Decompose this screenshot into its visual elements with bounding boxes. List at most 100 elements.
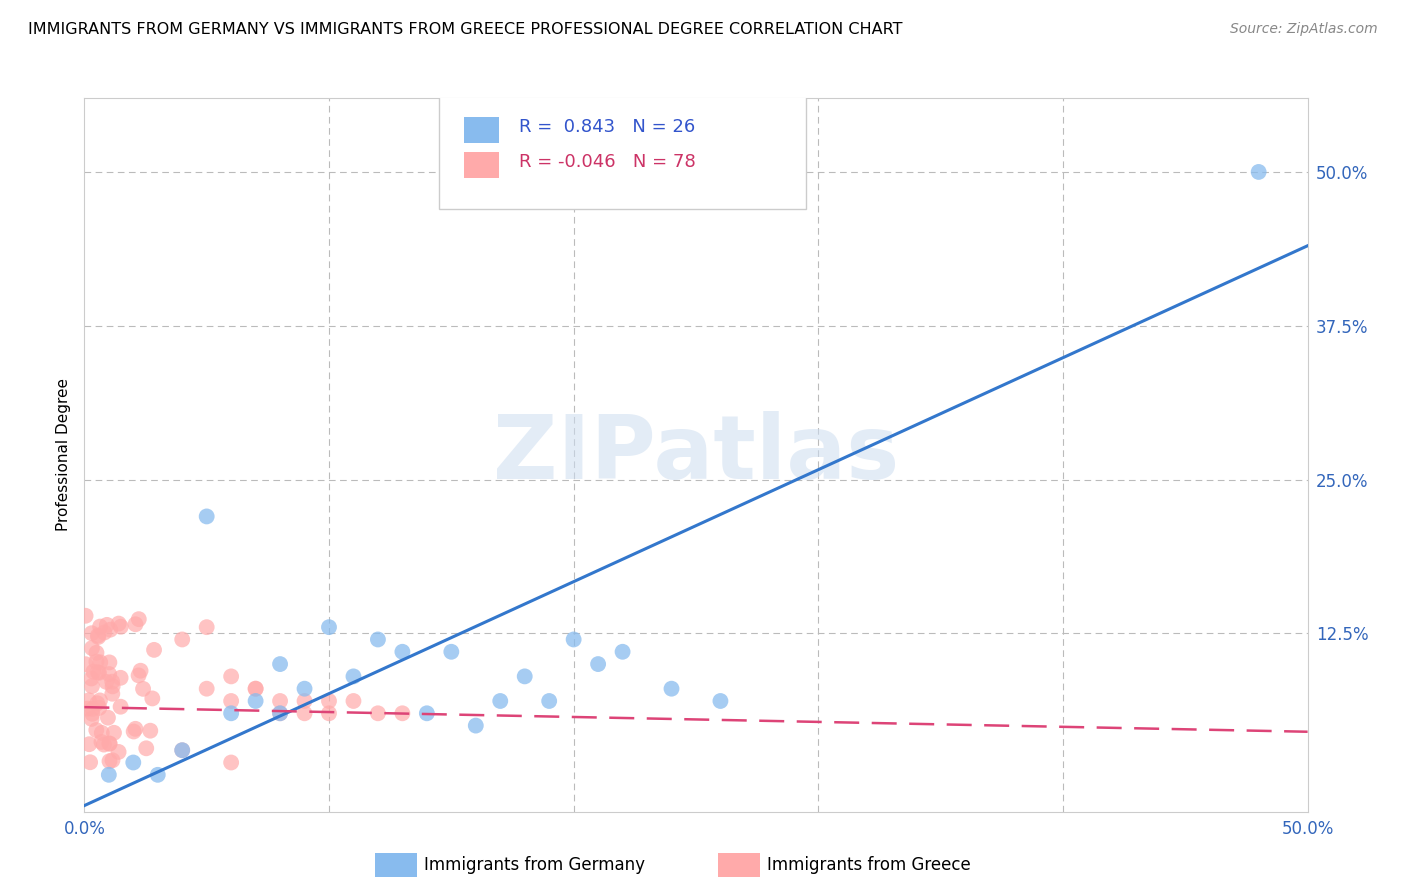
Point	[135, 741, 157, 756]
Point	[75, 657, 97, 672]
Point	[110, 620, 132, 634]
Point	[318, 706, 340, 721]
Point	[219, 694, 242, 708]
Point	[129, 664, 152, 678]
Point	[219, 669, 242, 683]
Point	[342, 669, 364, 683]
Point	[269, 706, 291, 721]
FancyBboxPatch shape	[718, 853, 759, 878]
Text: R = -0.046   N = 78: R = -0.046 N = 78	[519, 153, 696, 171]
Point	[294, 706, 316, 721]
Text: Immigrants from Germany: Immigrants from Germany	[425, 856, 645, 874]
Point	[245, 681, 267, 696]
Text: ZIPatlas: ZIPatlas	[494, 411, 898, 499]
Point	[172, 632, 194, 647]
Point	[464, 718, 486, 732]
Point	[84, 723, 107, 737]
Point	[80, 679, 103, 693]
Point	[122, 724, 145, 739]
Point	[77, 693, 100, 707]
Point	[101, 753, 124, 767]
Point	[269, 657, 291, 671]
Point	[132, 681, 155, 696]
Point	[96, 618, 118, 632]
Point	[146, 768, 169, 782]
Point	[87, 630, 110, 644]
Point	[77, 737, 100, 751]
Point	[538, 694, 561, 708]
Point	[86, 696, 108, 710]
Point	[89, 693, 111, 707]
Point	[245, 694, 267, 708]
Point	[98, 623, 121, 637]
Point	[93, 738, 115, 752]
Point	[562, 632, 585, 647]
Text: Source: ZipAtlas.com: Source: ZipAtlas.com	[1230, 22, 1378, 37]
Point	[124, 617, 146, 632]
Text: IMMIGRANTS FROM GERMANY VS IMMIGRANTS FROM GREECE PROFESSIONAL DEGREE CORRELATIO: IMMIGRANTS FROM GERMANY VS IMMIGRANTS FR…	[28, 22, 903, 37]
Point	[489, 694, 512, 708]
Point	[76, 701, 98, 715]
Point	[391, 706, 413, 721]
Point	[128, 612, 150, 626]
Point	[98, 667, 121, 681]
FancyBboxPatch shape	[464, 117, 499, 143]
Point	[98, 737, 121, 751]
Point	[103, 725, 125, 739]
Point	[75, 608, 97, 623]
Point	[172, 743, 194, 757]
Point	[90, 726, 112, 740]
Point	[98, 656, 121, 670]
Point	[1247, 165, 1270, 179]
Point	[80, 626, 103, 640]
FancyBboxPatch shape	[375, 853, 418, 878]
Point	[82, 706, 104, 721]
Y-axis label: Professional Degree: Professional Degree	[56, 378, 72, 532]
Point	[107, 616, 129, 631]
Point	[586, 657, 609, 671]
Point	[661, 681, 683, 696]
Point	[82, 665, 104, 679]
Point	[87, 665, 110, 680]
Point	[86, 646, 108, 660]
Point	[90, 735, 112, 749]
Text: R =  0.843   N = 26: R = 0.843 N = 26	[519, 118, 695, 136]
Point	[612, 645, 634, 659]
Point	[143, 643, 166, 657]
Point	[122, 756, 145, 770]
Point	[98, 754, 121, 768]
Point	[195, 681, 218, 696]
Point	[367, 706, 389, 721]
Point	[80, 672, 103, 686]
Point	[172, 743, 194, 757]
Point	[195, 509, 218, 524]
Text: Immigrants from Greece: Immigrants from Greece	[766, 856, 970, 874]
FancyBboxPatch shape	[439, 95, 806, 209]
Point	[440, 645, 463, 659]
Point	[80, 712, 103, 726]
Point	[97, 711, 120, 725]
Point	[141, 691, 163, 706]
Point	[96, 674, 118, 689]
Point	[86, 655, 108, 669]
Point	[294, 681, 316, 696]
Point	[294, 694, 316, 708]
Point	[89, 619, 111, 633]
Point	[513, 669, 536, 683]
Point	[97, 768, 120, 782]
Point	[139, 723, 162, 738]
Point	[89, 656, 111, 670]
Point	[318, 694, 340, 708]
Point	[709, 694, 731, 708]
Point	[219, 706, 242, 721]
Point	[82, 702, 104, 716]
Point	[80, 641, 103, 656]
Point	[318, 620, 340, 634]
Point	[87, 628, 110, 642]
Point	[269, 706, 291, 721]
Point	[89, 701, 111, 715]
Point	[219, 756, 242, 770]
Point	[101, 679, 124, 693]
Point	[416, 706, 439, 721]
Point	[98, 736, 121, 750]
